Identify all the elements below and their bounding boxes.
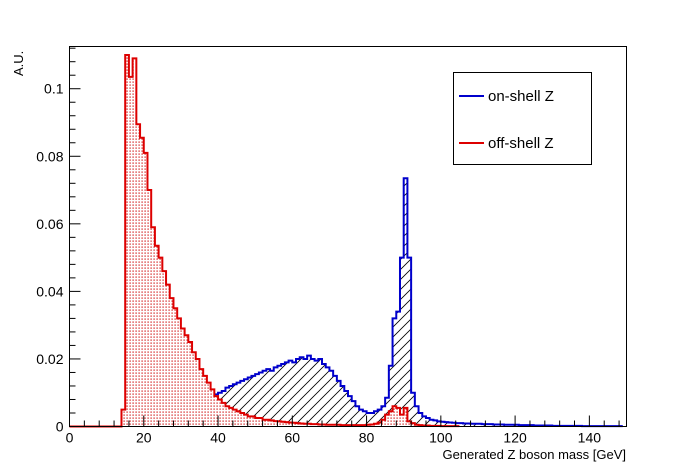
y-tick-label: 0.06 <box>36 216 63 232</box>
x-tick-label: 40 <box>210 430 226 446</box>
y-tick-label: 0.1 <box>44 81 64 97</box>
x-tick-label: 80 <box>359 430 375 446</box>
x-tick-label: 0 <box>66 430 74 446</box>
y-axis-title: A.U. <box>11 51 26 76</box>
legend-label-on-shell: on-shell Z <box>488 88 554 105</box>
x-tick-label: 120 <box>503 430 527 446</box>
series-fill <box>69 54 460 427</box>
legend-label-off-shell: off-shell Z <box>488 135 554 152</box>
y-tick-label: 0.02 <box>36 351 63 367</box>
x-axis-title: Generated Z boson mass [GeV] <box>442 447 626 462</box>
y-tick-label: 0 <box>56 419 64 435</box>
x-tick-label: 20 <box>136 430 152 446</box>
legend-box <box>453 72 592 165</box>
x-tick-label: 60 <box>285 430 301 446</box>
plot-frame <box>69 46 627 427</box>
y-tick-label: 0.08 <box>36 148 63 164</box>
series-off-shell <box>69 53 460 428</box>
x-tick-label: 100 <box>429 430 453 446</box>
legend: on-shell Z off-shell Z <box>453 72 592 165</box>
y-tick-label: 0.04 <box>36 283 63 299</box>
series-outline <box>69 53 460 428</box>
x-tick-label: 140 <box>578 430 602 446</box>
